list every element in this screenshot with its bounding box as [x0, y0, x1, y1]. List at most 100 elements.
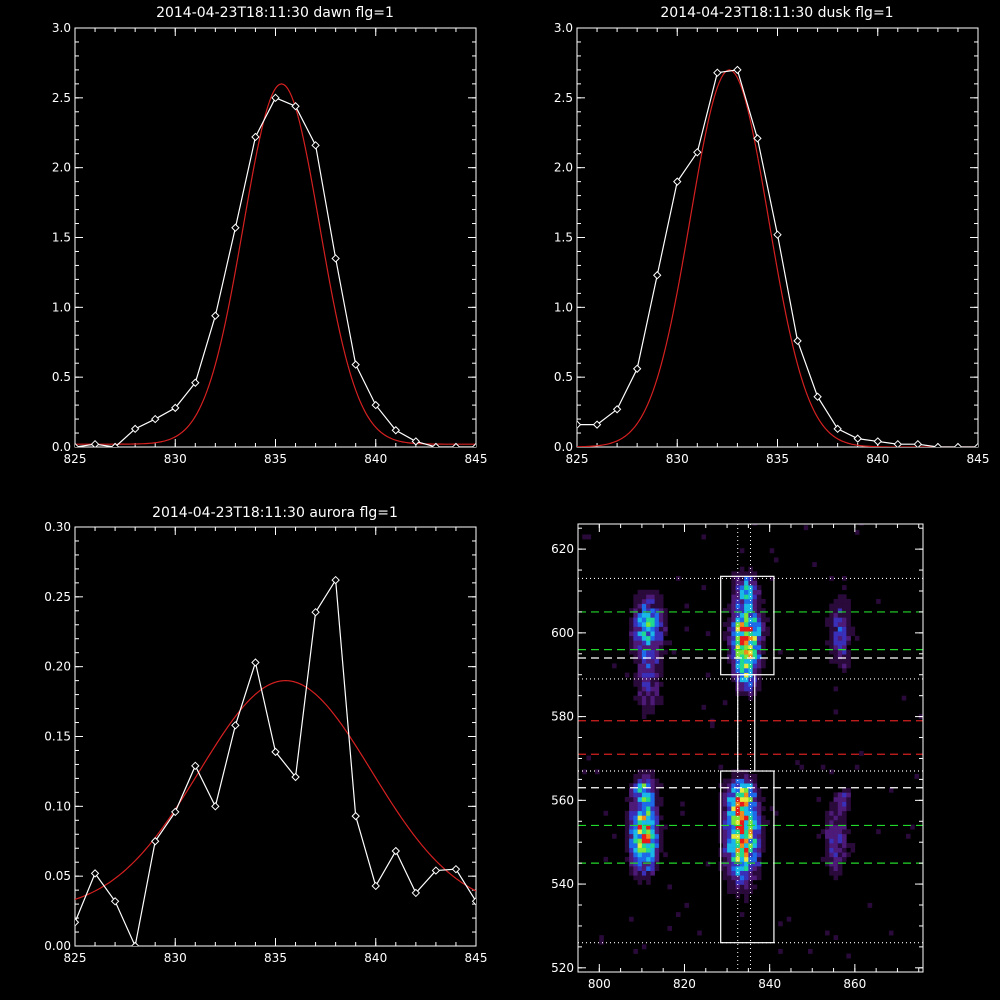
- heatmap-cell: [641, 829, 647, 835]
- heatmap-cell: [641, 695, 647, 701]
- heatmap-cell: [637, 686, 643, 692]
- heatmap-cell: [722, 843, 728, 848]
- heatmap-cell: [650, 870, 655, 876]
- heatmap-cell: [744, 598, 749, 604]
- data-line: [75, 97, 476, 447]
- heatmap-cell: [650, 806, 655, 812]
- heatmap-cell: [833, 617, 839, 623]
- heatmap-cell: [650, 787, 655, 793]
- heatmap-cell: [825, 847, 830, 853]
- heatmap-cell: [829, 829, 834, 835]
- heatmap-cell: [842, 626, 847, 632]
- heatmap-cell: [654, 617, 660, 623]
- heatmap-cell: [731, 833, 736, 839]
- data-point: [451, 864, 461, 874]
- heatmap-cell: [756, 838, 762, 844]
- heatmap-cell: [829, 861, 834, 867]
- heatmap-cell: [825, 815, 830, 821]
- heatmap-cell: [816, 833, 822, 839]
- heatmap-cell: [842, 796, 847, 802]
- heatmap-cell: [735, 815, 741, 821]
- heatmap-cell: [641, 691, 647, 696]
- gaussian-fit-line: [577, 69, 978, 447]
- heatmap-cell: [739, 589, 745, 595]
- data-point: [431, 866, 441, 875]
- heatmap-cell: [727, 796, 732, 802]
- heatmap-cell: [837, 612, 843, 618]
- heatmap-cell: [641, 635, 647, 641]
- heatmap-cell: [731, 621, 736, 627]
- heatmap-cell: [752, 838, 758, 844]
- heatmap-cell: [727, 631, 732, 637]
- heatmap-cell: [658, 815, 664, 821]
- heatmap-cell: [837, 626, 843, 632]
- heatmap-cell: [637, 829, 643, 835]
- heatmap-cell: [756, 603, 762, 609]
- heatmap-cell: [599, 935, 604, 941]
- heatmap-cell: [748, 847, 753, 853]
- heatmap-cell: [637, 658, 643, 664]
- heatmap-cell: [846, 603, 851, 609]
- heatmap-cell: [624, 829, 630, 835]
- data-point: [75, 442, 80, 447]
- heatmap-cell: [658, 621, 664, 627]
- heatmap-cell: [731, 861, 736, 867]
- heatmap-cell: [633, 672, 638, 678]
- heatmap-cell: [654, 833, 660, 839]
- heatmap-cell: [650, 773, 655, 779]
- heatmap-cell: [641, 810, 647, 816]
- heatmap-cell: [820, 856, 826, 862]
- heatmap-cell: [633, 843, 638, 848]
- heatmap-cell: [799, 764, 805, 770]
- heatmap-cell: [654, 603, 660, 609]
- heatmap-cell: [756, 681, 762, 687]
- data-point: [953, 442, 963, 447]
- heatmap-cell: [637, 681, 643, 687]
- heatmap-cell: [752, 603, 758, 609]
- heatmap-cell: [650, 598, 655, 604]
- data-point: [773, 230, 782, 239]
- heatmap-cell: [637, 879, 643, 885]
- heatmap-cell: [739, 843, 745, 848]
- heatmap-cell: [637, 824, 643, 830]
- heatmap-cell: [641, 815, 647, 821]
- heatmap-cell: [744, 875, 749, 881]
- heatmap-cell: [727, 820, 732, 825]
- heatmap-cell: [727, 866, 732, 871]
- heatmap-cell: [752, 806, 758, 812]
- heatmap-cell: [842, 594, 847, 600]
- heatmap-cell: [748, 668, 753, 673]
- data-point: [90, 869, 100, 878]
- heatmap-cell: [731, 820, 736, 825]
- plot-area: [75, 575, 476, 946]
- heatmap-cell: [658, 658, 664, 664]
- heatmap-cell: [658, 681, 664, 687]
- heatmap-cell: [842, 575, 847, 581]
- heatmap-cell: [837, 815, 843, 821]
- heatmap-cell: [744, 815, 749, 821]
- heatmap-cell: [846, 806, 851, 812]
- heatmap-cell: [722, 824, 728, 830]
- heatmap-cell: [752, 598, 758, 604]
- heatmap-cell: [641, 778, 647, 784]
- heatmap-cell: [650, 847, 655, 853]
- heatmap-cell: [744, 889, 749, 895]
- heatmap-cell: [761, 617, 766, 623]
- data-point: [231, 223, 240, 232]
- heatmap-cell: [731, 571, 736, 577]
- heatmap-cell: [637, 833, 643, 839]
- heatmap-cell: [761, 649, 766, 655]
- heatmap-cell: [744, 594, 749, 600]
- heatmap-cell: [833, 654, 839, 660]
- heatmap-cell: [637, 672, 643, 678]
- heatmap-cell: [727, 838, 732, 844]
- heatmap-cell: [641, 796, 647, 802]
- heatmap-cell: [646, 856, 651, 862]
- heatmap-cell: [829, 603, 834, 609]
- heatmap-cell: [846, 598, 851, 604]
- data-point: [90, 439, 100, 447]
- plot-frame: [74, 526, 477, 947]
- heatmap-cell: [654, 843, 660, 848]
- heatmap-cell: [637, 589, 643, 595]
- heatmap-cell: [752, 608, 758, 614]
